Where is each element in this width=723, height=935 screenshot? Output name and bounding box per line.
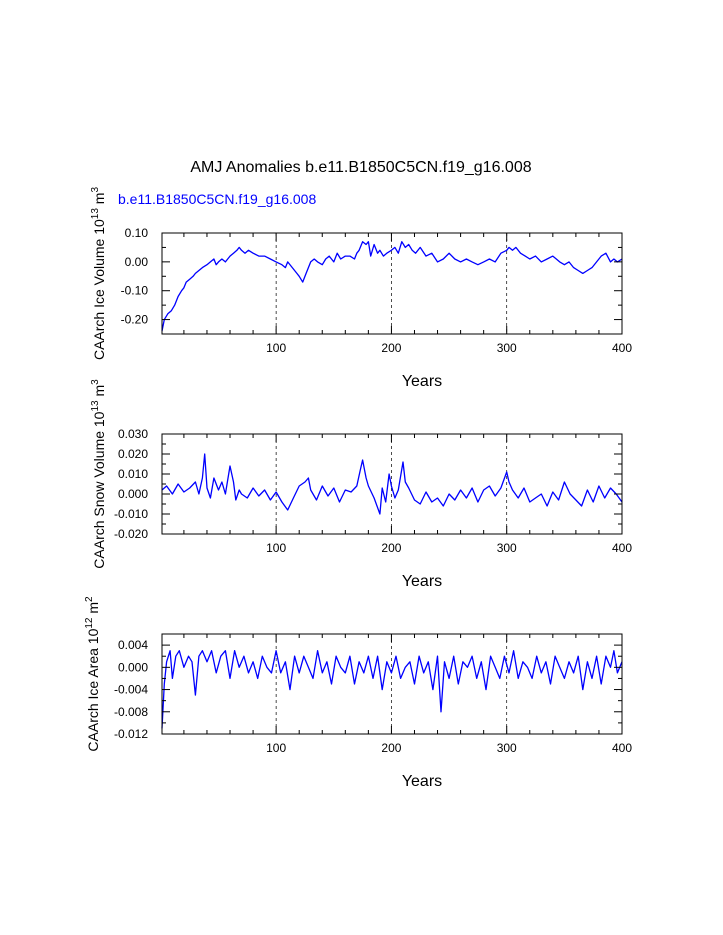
y-tick-label: 0.000 <box>118 487 148 501</box>
x-tick-label: 200 <box>381 541 401 555</box>
y-axis-label-main: CAArch Snow Volume 10 <box>91 411 107 568</box>
x-tick-label: 100 <box>266 341 286 355</box>
y-tick-label: -0.010 <box>114 507 148 521</box>
x-tick-label: 200 <box>381 341 401 355</box>
x-axis-label: Years <box>402 773 442 790</box>
y-tick-label: -0.008 <box>114 705 148 719</box>
y-tick-label: -0.012 <box>114 727 148 741</box>
figure-subtitle: b.e11.B1850C5CN.f19_g16.008 <box>118 191 316 207</box>
y-tick-label: 0.00 <box>125 255 149 269</box>
x-tick-label: 400 <box>612 541 632 555</box>
y-axis-label-exp2: 3 <box>90 379 101 385</box>
plot-frame <box>161 633 623 735</box>
y-axis-label-mid: m <box>91 193 107 209</box>
x-tick-label: 300 <box>497 741 517 755</box>
y-axis-label: CAArch Snow Volume 1013 m3 <box>90 379 107 569</box>
y-axis-label-exp2: 2 <box>84 596 95 602</box>
figure-title: AMJ Anomalies b.e11.B1850C5CN.f19_g16.00… <box>190 159 531 176</box>
x-tick-label: 400 <box>612 341 632 355</box>
plot-frame <box>161 232 623 335</box>
y-axis-label-mid: m <box>85 602 101 618</box>
y-axis-label-exp1: 12 <box>84 617 95 629</box>
x-tick-label: 100 <box>266 541 286 555</box>
y-tick-label: -0.004 <box>114 683 148 697</box>
y-axis-label: CAArch Ice Volume 1013 m3 <box>90 187 107 361</box>
y-axis-label-exp1: 13 <box>90 400 101 412</box>
x-tick-label: 100 <box>266 741 286 755</box>
y-tick-label: -0.10 <box>121 284 149 298</box>
series-line <box>161 453 623 515</box>
y-axis-label-main: CAArch Ice Volume 10 <box>91 219 107 360</box>
panel-1: 100 200 300 400 -0.20 -0.10 0.00 0.10 Years CAArc… <box>90 187 632 390</box>
x-tick-label: 300 <box>497 341 517 355</box>
y-tick-label: 0.000 <box>118 660 148 674</box>
y-tick-label: -0.020 <box>114 527 148 541</box>
y-tick-label: 0.10 <box>125 226 149 240</box>
y-axis-label: CAArch Ice Area 1012 m2 <box>84 596 101 752</box>
y-tick-label: 0.004 <box>118 638 148 652</box>
x-axis-label: Years <box>402 573 442 590</box>
x-tick-label: 400 <box>612 741 632 755</box>
panel-2: 100 200 300 400 -0.020 -0.010 0.000 0.010 0.020 0… <box>90 379 632 590</box>
y-tick-label: 0.010 <box>118 467 148 481</box>
plot-frame <box>161 433 623 535</box>
y-tick-label: -0.20 <box>121 313 149 327</box>
panel-3: 100 200 300 400 -0.012 -0.008 -0.004 0.000 0.004… <box>84 596 632 790</box>
x-axis-label: Years <box>402 373 442 390</box>
y-tick-label: 0.020 <box>118 447 148 461</box>
x-tick-label: 200 <box>381 741 401 755</box>
series-line <box>161 241 623 332</box>
y-axis-label-main: CAArch Ice Area 10 <box>85 628 101 751</box>
y-axis-label-exp1: 13 <box>90 208 101 220</box>
y-tick-label: 0.030 <box>118 427 148 441</box>
series-line <box>161 650 623 729</box>
y-axis-label-mid: m <box>91 385 107 401</box>
y-axis-label-exp2: 3 <box>90 187 101 193</box>
x-tick-label: 300 <box>497 541 517 555</box>
